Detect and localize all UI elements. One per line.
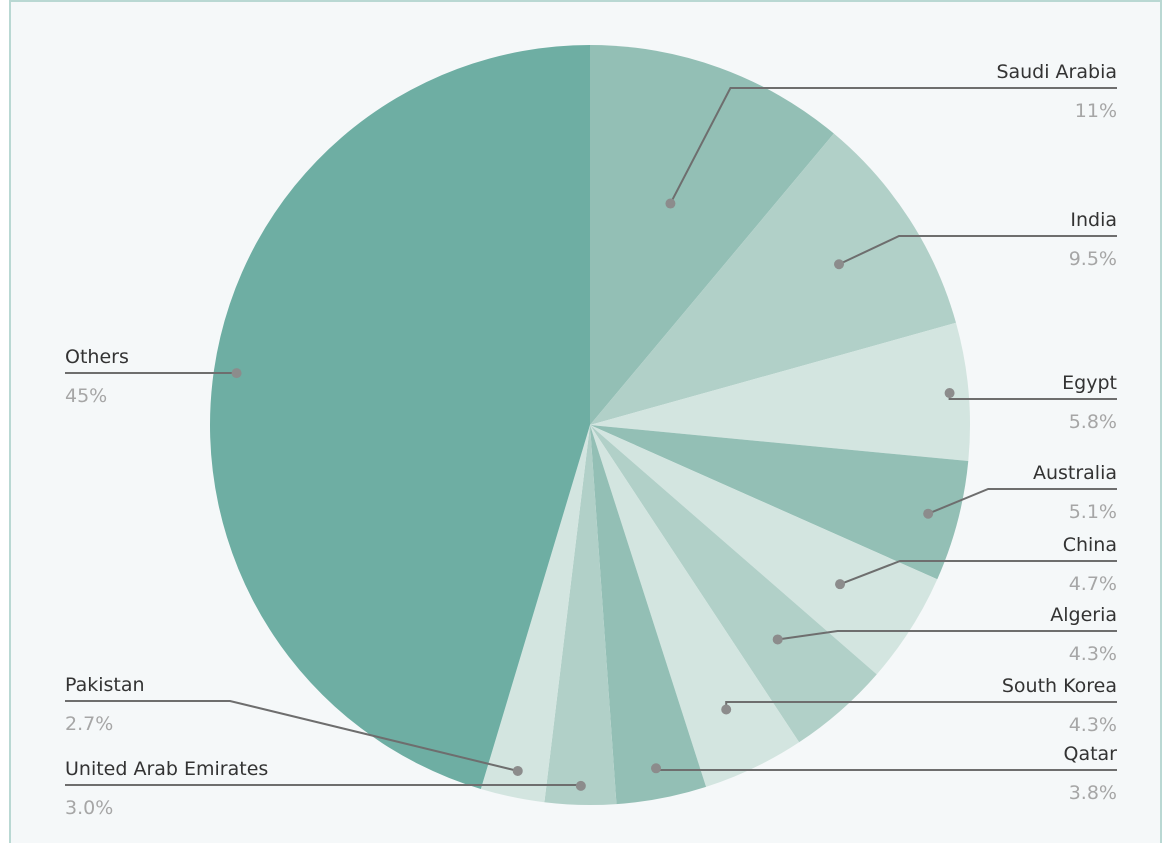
pie-slice-qatar: [590, 425, 707, 805]
leader-line-saudi-arabia: [669, 87, 1117, 205]
leader-line-algeria: [777, 630, 1117, 641]
leader-dot-india: [834, 259, 845, 270]
leader-dot-algeria: [772, 634, 783, 645]
leader-line-china: [839, 560, 1117, 586]
leader-dot-qatar: [651, 763, 662, 774]
slice-percent-china: 4.7%: [1069, 573, 1117, 595]
slice-labels: Saudi Arabia 11% India 9.5% Egypt 5.8% Austral…: [65, 61, 1117, 819]
pie-slice-china: [590, 425, 938, 675]
pie-slice-south-korea: [590, 425, 800, 787]
leader-line-india: [838, 235, 1117, 266]
slice-label-united-arab-emirates: United Arab Emirates: [65, 758, 268, 780]
pie-slice-others: [209, 45, 590, 789]
pie-slice-australia: [590, 425, 969, 580]
leader-dot-south-korea: [721, 704, 732, 715]
pie-slice-pakistan: [480, 425, 590, 803]
slice-percent-pakistan: 2.7%: [65, 713, 113, 735]
leader-dot-china: [835, 579, 846, 590]
leader-line-united-arab-emirates: [65, 784, 582, 786]
pie-slice-algeria: [590, 425, 877, 743]
slice-percent-south-korea: 4.3%: [1069, 714, 1117, 736]
leader-dot-pakistan: [512, 765, 523, 776]
leader-line-australia: [927, 488, 1117, 515]
slice-label-china: China: [1063, 534, 1117, 556]
slice-label-algeria: Algeria: [1050, 604, 1117, 626]
slice-percent-algeria: 4.3%: [1069, 643, 1117, 665]
leader-lines: [65, 87, 1117, 791]
leader-dot-egypt: [944, 388, 955, 399]
slice-label-australia: Australia: [1033, 462, 1117, 484]
pie-slice-egypt: [590, 322, 970, 462]
slice-label-south-korea: South Korea: [1002, 675, 1117, 697]
slice-percent-qatar: 3.8%: [1069, 782, 1117, 804]
leader-line-pakistan: [65, 700, 519, 772]
leader-dot-australia: [923, 508, 934, 519]
slice-label-others: Others: [65, 346, 129, 368]
slice-label-pakistan: Pakistan: [65, 674, 145, 696]
slice-label-saudi-arabia: Saudi Arabia: [996, 61, 1117, 83]
leader-dot-united-arab-emirates: [575, 780, 586, 791]
slice-label-india: India: [1070, 209, 1117, 231]
slice-label-egypt: Egypt: [1062, 372, 1117, 394]
slice-percent-others: 45%: [65, 385, 107, 407]
leader-dot-others: [231, 368, 242, 379]
pie-slice-saudi-arabia: [590, 45, 834, 425]
slice-percent-india: 9.5%: [1069, 248, 1117, 270]
slice-percent-united-arab-emirates: 3.0%: [65, 797, 113, 819]
pie-slices: [209, 45, 970, 805]
leader-dot-saudi-arabia: [665, 198, 676, 209]
pie-slice-india: [590, 133, 956, 425]
slice-label-qatar: Qatar: [1063, 743, 1117, 765]
pie-slice-united-arab-emirates: [544, 425, 617, 805]
slice-percent-saudi-arabia: 11%: [1075, 100, 1117, 122]
slice-percent-australia: 5.1%: [1069, 501, 1117, 523]
slice-percent-egypt: 5.8%: [1069, 411, 1117, 433]
